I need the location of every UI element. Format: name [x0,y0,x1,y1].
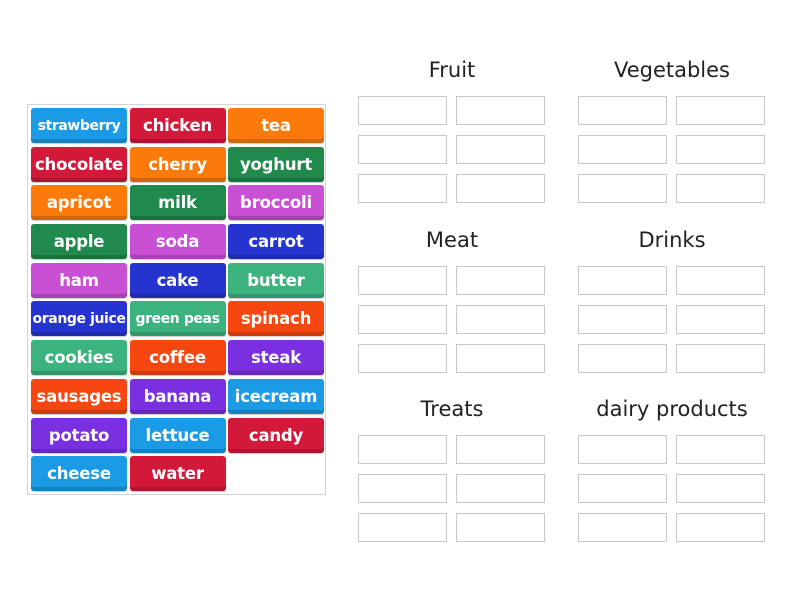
drop-slot[interactable] [456,96,545,125]
drop-slot[interactable] [676,96,765,125]
word-tile-yoghurt[interactable]: yoghurt [228,146,324,182]
word-tile-ham[interactable]: ham [31,262,127,298]
drop-slot[interactable] [358,305,447,334]
drop-slot[interactable] [358,174,447,203]
drop-slot[interactable] [456,266,545,295]
word-tile-potato[interactable]: potato [31,417,127,453]
group-title: Drinks [638,228,706,252]
word-tile-cheese[interactable]: cheese [31,456,127,492]
drop-slot[interactable] [358,435,447,464]
drop-slot[interactable] [676,344,765,373]
word-tile-carrot[interactable]: carrot [228,224,324,260]
drop-slot[interactable] [676,305,765,334]
drop-slot[interactable] [676,135,765,164]
drop-slot[interactable] [456,435,545,464]
group-title: Fruit [428,58,476,82]
word-tile-steak[interactable]: steak [228,340,324,376]
word-tile-lettuce[interactable]: lettuce [129,417,226,453]
drop-slot[interactable] [456,513,545,542]
word-tile-chicken[interactable]: chicken [129,108,226,143]
drop-slot[interactable] [676,435,765,464]
word-tile-coffee[interactable]: coffee [129,340,226,376]
word-tile-milk[interactable]: milk [129,185,226,221]
group-drinks: Drinks [578,225,766,373]
word-tile-green-peas[interactable]: green peas [129,301,226,337]
word-tile-apricot[interactable]: apricot [31,185,127,221]
group-title: dairy products [596,397,748,421]
drop-slot[interactable] [676,266,765,295]
drop-slot[interactable] [358,96,447,125]
group-dairy-products: dairy products [578,394,766,542]
group-treats: Treats [358,394,546,542]
drop-slot[interactable] [578,135,667,164]
word-tile-water[interactable]: water [129,456,226,492]
drop-slot[interactable] [578,174,667,203]
word-tile-soda[interactable]: soda [129,224,226,260]
word-tile-icecream[interactable]: icecream [228,378,324,414]
drop-slot[interactable] [358,266,447,295]
drop-slot[interactable] [578,513,667,542]
word-tile-strawberry[interactable]: strawberry [31,108,127,143]
word-tile-orange-juice[interactable]: orange juice [31,301,127,337]
group-title: Meat [425,228,479,252]
group-title: Vegetables [613,58,731,82]
drop-slot[interactable] [676,513,765,542]
word-tile-butter[interactable]: butter [228,262,324,298]
group-fruit: Fruit [358,55,546,203]
drop-slot[interactable] [676,174,765,203]
drop-slot[interactable] [578,474,667,503]
drop-slot[interactable] [676,474,765,503]
drop-slot[interactable] [456,174,545,203]
drop-slot[interactable] [578,435,667,464]
drop-slot[interactable] [578,344,667,373]
word-tile-broccoli[interactable]: broccoli [228,185,324,221]
word-tile-banana[interactable]: banana [129,378,226,414]
word-bank-tiles: strawberry chicken tea chocolate cherry yoghu… [31,108,324,492]
drop-slot[interactable] [358,513,447,542]
group-meat: Meat [358,225,546,373]
word-tile-tea[interactable]: tea [228,108,324,143]
word-tile-chocolate[interactable]: chocolate [31,146,127,182]
word-tile-cake[interactable]: cake [129,262,226,298]
group-title: Treats [420,397,484,421]
drop-slot[interactable] [358,135,447,164]
group-vegetables: Vegetables [578,55,766,203]
word-tile-candy[interactable]: candy [228,417,324,453]
drop-slot[interactable] [358,344,447,373]
drop-slot[interactable] [456,305,545,334]
drop-slot[interactable] [456,135,545,164]
drop-slot[interactable] [358,474,447,503]
drop-slot[interactable] [578,305,667,334]
word-tile-cherry[interactable]: cherry [129,146,226,182]
drop-slot[interactable] [456,474,545,503]
word-bank-panel: strawberry chicken tea chocolate cherry yoghu… [27,104,326,495]
drop-slot[interactable] [456,344,545,373]
word-tile-cookies[interactable]: cookies [31,340,127,376]
word-tile-apple[interactable]: apple [31,224,127,260]
drop-slot[interactable] [578,266,667,295]
drop-slot[interactable] [578,96,667,125]
word-tile-sausages[interactable]: sausages [31,378,127,414]
word-tile-spinach[interactable]: spinach [228,301,324,337]
